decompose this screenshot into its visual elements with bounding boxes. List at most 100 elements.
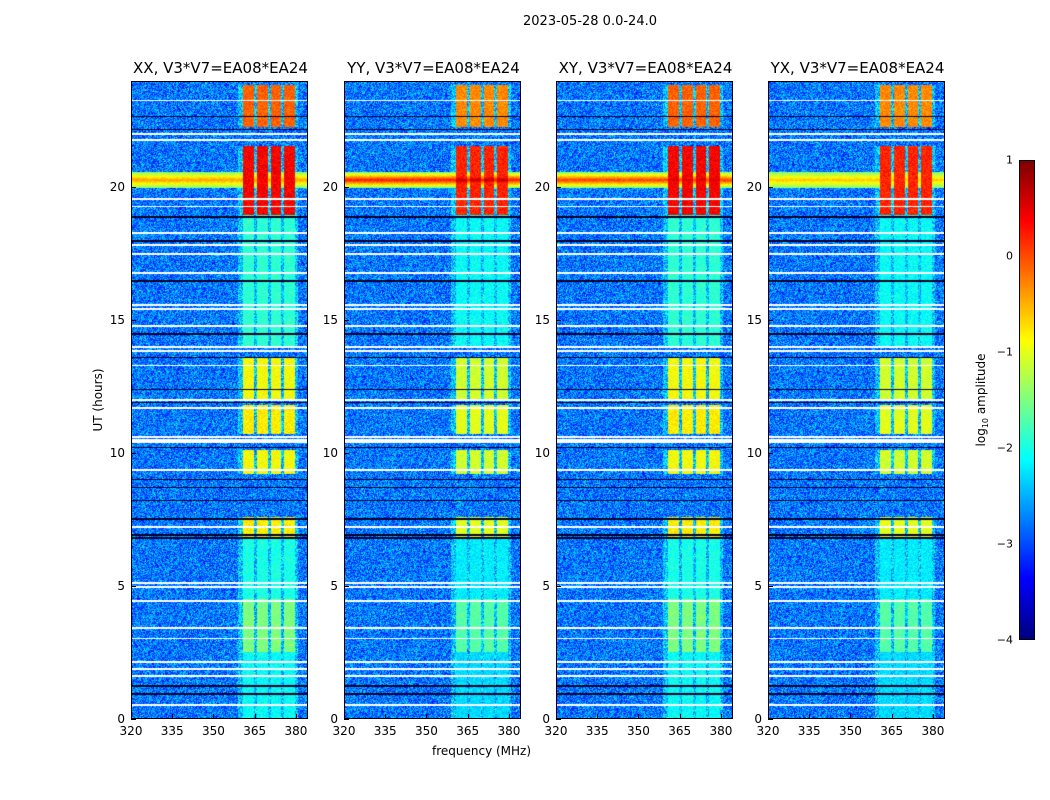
x-tick-mark [254, 714, 256, 719]
x-tick-mark [891, 714, 893, 719]
y-tick-mark [556, 719, 561, 720]
colorbar-tick-label: −3 [996, 537, 1013, 551]
x-tick-label: 380 [497, 724, 521, 738]
y-tick-label: 5 [754, 579, 762, 594]
y-axis-label: UT (hours) [91, 368, 105, 432]
y-tick-mark [131, 453, 136, 455]
x-tick-label: 320 [544, 724, 568, 738]
x-tick-mark [638, 714, 640, 719]
x-axis-label: frequency (MHz) [432, 744, 532, 758]
y-tick-mark [556, 453, 561, 455]
y-tick-mark [768, 187, 773, 189]
x-tick-mark [850, 714, 852, 719]
y-tick-label: 5 [330, 579, 338, 594]
y-tick-label: 10 [109, 446, 125, 461]
colorbar-tick-label: 1 [1006, 153, 1013, 167]
x-tick-label: 335 [373, 724, 397, 738]
y-tick-label: 15 [322, 313, 338, 328]
colorbar [1019, 160, 1035, 640]
y-tick-label: 0 [330, 712, 338, 726]
y-tick-label: 20 [534, 180, 550, 195]
y-tick-mark [344, 586, 349, 588]
waterfall-panel-3: YX, V3*V7=EA08*EA24 [768, 59, 945, 719]
x-tick-label: 380 [709, 724, 733, 738]
x-tick-label: 350 [839, 724, 862, 738]
waterfall-panel-2: XY, V3*V7=EA08*EA24 [556, 59, 733, 719]
x-tick-label: 365 [243, 724, 267, 738]
x-tick-mark [768, 714, 769, 719]
y-tick-mark [556, 320, 561, 322]
y-tick-mark [768, 586, 773, 588]
panel-title: YX, V3*V7=EA08*EA24 [770, 59, 945, 77]
y-tick-mark [131, 719, 136, 720]
x-tick-label: 335 [585, 724, 609, 738]
y-tick-label: 0 [754, 712, 762, 726]
y-tick-label: 10 [534, 446, 550, 461]
y-tick-mark [344, 719, 349, 720]
y-tick-mark [344, 453, 349, 455]
panel-title: XY, V3*V7=EA08*EA24 [558, 59, 733, 77]
colorbar-tick-label: 0 [1006, 249, 1013, 263]
x-tick-mark [932, 714, 934, 719]
x-tick-mark [172, 714, 174, 719]
y-tick-mark [768, 453, 773, 455]
x-tick-label: 365 [880, 724, 904, 738]
x-tick-label: 320 [756, 724, 780, 738]
y-tick-mark [768, 719, 773, 720]
colorbar-label: log10 amplitude [973, 353, 991, 447]
x-tick-mark [467, 714, 469, 719]
x-tick-label: 365 [456, 724, 480, 738]
figure-title: 2023-05-28 0.0-24.0 [523, 14, 657, 29]
x-tick-label: 335 [160, 724, 184, 738]
x-tick-label: 350 [627, 724, 650, 738]
y-tick-mark [344, 320, 349, 322]
y-tick-mark [131, 320, 136, 322]
y-tick-label: 20 [109, 180, 125, 195]
colorbar-tick-label: −1 [996, 345, 1013, 359]
x-tick-label: 380 [284, 724, 308, 738]
y-tick-label: 5 [117, 579, 125, 594]
y-tick-label: 0 [542, 712, 550, 726]
y-tick-mark [131, 187, 136, 189]
heatmap-image [345, 82, 520, 718]
x-tick-mark [426, 714, 428, 719]
y-tick-mark [556, 586, 561, 588]
x-tick-mark [597, 714, 599, 719]
colorbar-tick-label: −4 [996, 633, 1013, 647]
x-tick-mark [295, 714, 297, 719]
y-tick-mark [556, 187, 561, 189]
heatmap-image [557, 82, 732, 718]
x-tick-mark [679, 714, 681, 719]
x-tick-label: 380 [921, 724, 945, 738]
y-tick-mark [131, 586, 136, 588]
panel-title: YY, V3*V7=EA08*EA24 [347, 59, 520, 77]
x-tick-label: 320 [332, 724, 356, 738]
heatmap-image [769, 82, 944, 718]
x-tick-label: 335 [797, 724, 821, 738]
heatmap-image [132, 82, 307, 718]
y-tick-label: 15 [109, 313, 125, 328]
waterfall-panel-1: YY, V3*V7=EA08*EA24 [344, 59, 521, 719]
y-tick-label: 15 [746, 313, 762, 328]
x-tick-mark [508, 714, 510, 719]
y-tick-mark [344, 187, 349, 189]
y-tick-label: 20 [746, 180, 762, 195]
y-tick-label: 20 [322, 180, 338, 195]
x-tick-mark [720, 714, 722, 719]
x-tick-mark [131, 714, 132, 719]
colorbar-tick-label: −2 [996, 441, 1013, 455]
y-tick-label: 0 [117, 712, 125, 726]
x-tick-mark [556, 714, 557, 719]
y-tick-label: 5 [542, 579, 550, 594]
x-tick-label: 350 [202, 724, 225, 738]
x-tick-mark [344, 714, 345, 719]
x-tick-label: 350 [415, 724, 438, 738]
y-tick-mark [768, 320, 773, 322]
y-tick-label: 15 [534, 313, 550, 328]
x-tick-mark [385, 714, 387, 719]
x-tick-mark [809, 714, 811, 719]
x-tick-label: 320 [119, 724, 143, 738]
waterfall-panel-0: XX, V3*V7=EA08*EA24 [131, 59, 308, 719]
x-tick-label: 365 [668, 724, 692, 738]
